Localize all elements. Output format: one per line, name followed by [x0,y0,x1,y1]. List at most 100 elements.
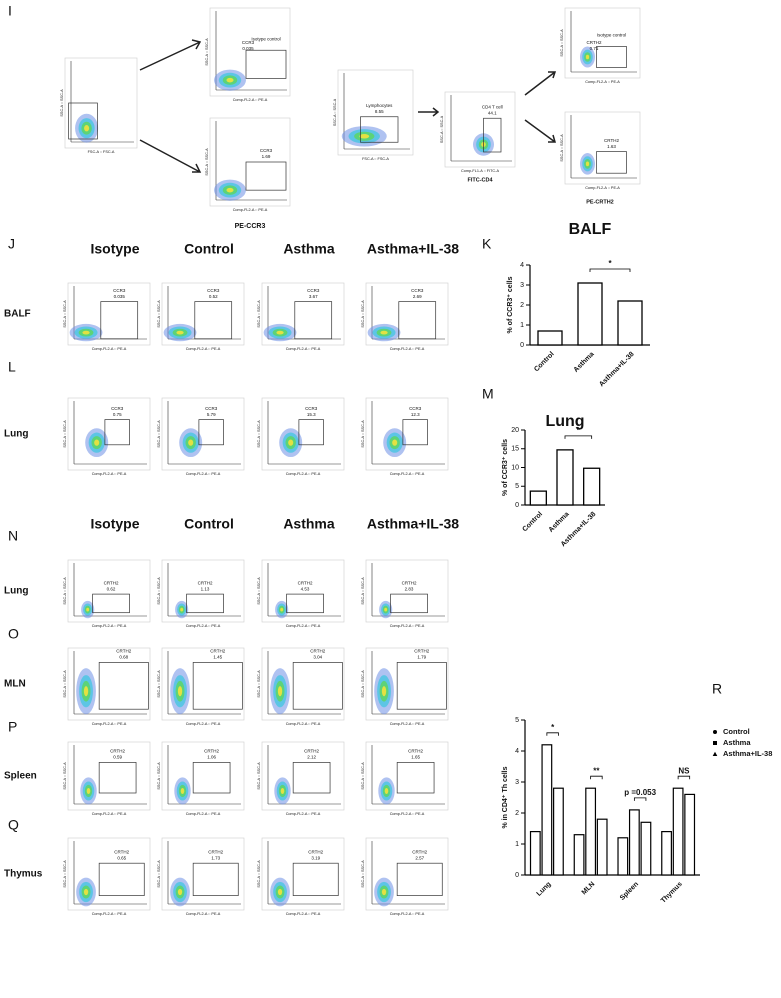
bar [596,818,608,876]
column-header: Control [184,516,234,532]
gate-name: CRTH2 [298,580,313,585]
gate-value: 1.45 [213,655,222,660]
y-axis-label: SSC-A :: SSC-A [257,860,261,888]
gate [98,862,145,896]
annotation: * [608,259,612,268]
gate-name: CRTH2 [208,849,223,854]
bar [573,834,585,876]
gate [198,419,224,446]
significance-bracket [677,775,691,780]
event-cloud [288,439,294,446]
gate-name: CCR3 [305,406,318,411]
event-cloud [86,787,91,794]
gate-name: CRTH2 [308,849,323,854]
gate-name: CCR3 [205,406,218,411]
panel-label: L [8,359,16,375]
row-label: Thymus [4,869,43,880]
channel-label: PE-CCR3 [235,223,266,230]
y-axis-label: SSC-A :: SSC-A [157,670,161,698]
gate-value: 3.67 [309,294,318,299]
gate-name: CCR3 [260,148,273,153]
event-cloud [585,161,590,167]
gate-name: Isotype control [597,33,626,38]
y-axis-label: SSC-A :: SSC-A [560,29,564,57]
chart-title: Lung [545,413,584,430]
y-axis-label: SSC-A :: SSC-A [63,762,67,790]
gate [292,762,331,794]
gate-value: 0.62 [107,586,116,591]
chart-title: BALF [569,221,612,238]
panel-label: J [8,236,15,252]
x-axis-label: Comp-FL2-A :: PE-A [585,186,620,190]
event-cloud [384,607,388,612]
x-axis-label: Comp-FL2-A :: PE-A [585,80,620,84]
gate-name: CRTH2 [110,749,125,754]
gate-name: CRTH2 [412,849,427,854]
gate-value: 0.52 [209,294,218,299]
panel-label: O [8,626,19,642]
plot-frame [365,741,449,811]
x-axis-label: Comp-FL2-A :: PE-A [92,912,127,916]
y-axis-label: SSC-A :: SSC-A [560,134,564,162]
y-axis-label: SSC-A :: SSC-A [157,420,161,448]
legend-label: Asthma [723,738,751,747]
gate-value: 0.035 [114,294,126,299]
legend-marker [713,730,717,734]
gate [194,301,233,340]
annotation: p =0.053 [624,788,656,797]
event-cloud [381,888,387,896]
y-axis-label: SSC-A :: SSC-A [440,115,444,143]
gate-value: 0.71 [590,46,599,51]
x-axis-label: Comp-FL2-A :: PE-A [92,812,127,816]
plot-frame [261,741,345,811]
column-header: Asthma+IL-38 [367,241,459,257]
x-axis-label: Comp-FL2-A :: PE-A [186,912,221,916]
y-axis-label: SSC-A :: SSC-A [361,300,365,328]
bar [684,793,696,876]
legend-marker [713,741,717,745]
gate-value: 8.55 [375,109,384,114]
y-axis-label: SSC-A :: SSC-A [63,300,67,328]
gate-name: CRTH2 [104,580,119,585]
x-tick-label: Spleen [619,881,640,902]
event-cloud [83,888,89,896]
gate-name: CRTH2 [114,849,129,854]
gate-value: 2.12 [307,755,316,760]
event-cloud [276,330,284,335]
plot-frame [365,397,449,471]
x-axis-label: Comp-FL2-A :: PE-A [186,624,221,628]
gate-value: 4.53 [301,586,310,591]
plot-frame [564,7,641,79]
gate-value: 1.13 [201,586,210,591]
y-tick-label: 0 [515,502,519,509]
y-axis-label: SSC-A :: SSC-A [257,670,261,698]
y-tick-label: 10 [511,464,519,471]
legend-marker [712,751,718,756]
x-axis-label: FSC-A :: FSC-A [362,157,389,161]
x-axis-label: Comp-FL2-A :: PE-A [390,912,425,916]
x-axis-label: Comp-FL2-A :: PE-A [92,722,127,726]
bar [541,744,553,876]
x-tick-label: Control [533,351,556,374]
y-tick-label: 3 [520,282,524,289]
column-header: Control [184,241,234,257]
gate [294,301,333,340]
row-label: Lung [4,429,28,440]
column-header: Asthma+IL-38 [367,516,459,532]
gate-name: CRTH2 [116,649,131,654]
x-tick-label: Thymus [660,881,684,905]
y-tick-label: 2 [515,810,519,817]
event-cloud [277,888,283,896]
y-axis-label: SSC-A :: SSC-A [63,860,67,888]
y-axis-label: SSC-A :: SSC-A [361,577,365,605]
significance-bracket [589,268,631,272]
gate-name: CCR3 [113,288,126,293]
x-tick-label: Asthma [548,511,571,534]
plot-frame [261,397,345,471]
event-cloud [280,787,285,794]
gate-value: 0.68 [119,655,128,660]
x-axis-label: Comp-FL2-A :: PE-A [390,722,425,726]
panel-label: R [712,681,722,697]
x-axis-label: Comp-FL2-A :: PE-A [186,722,221,726]
annotation: ** [593,766,600,775]
